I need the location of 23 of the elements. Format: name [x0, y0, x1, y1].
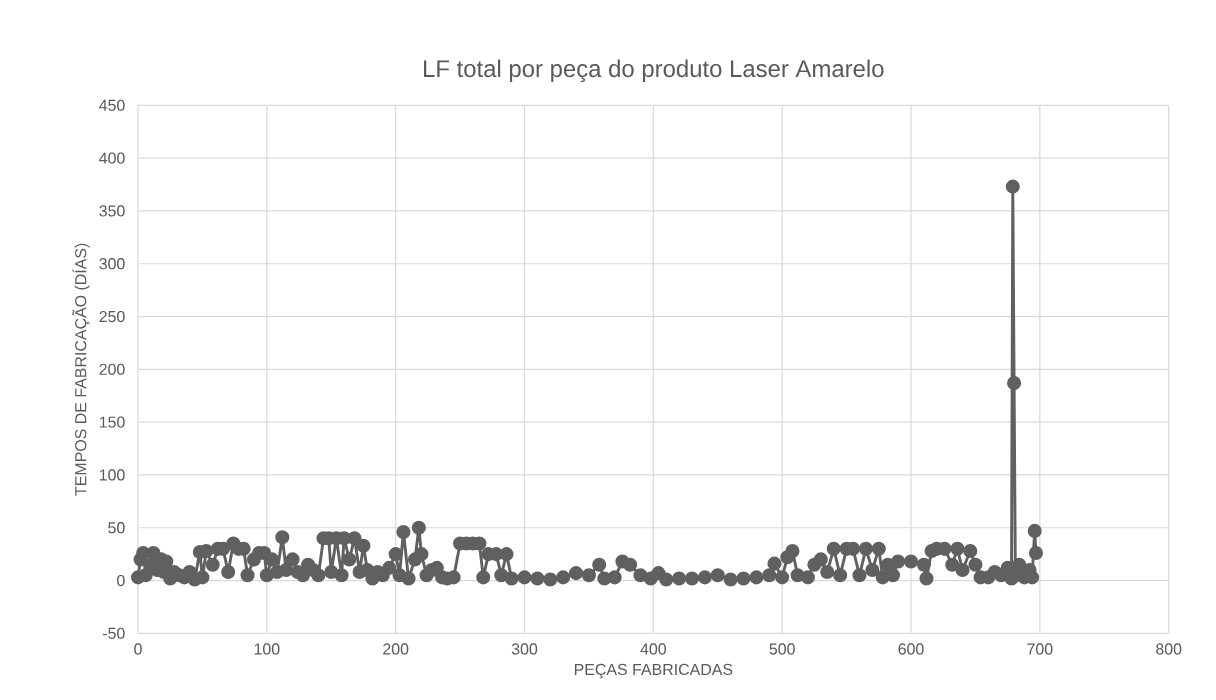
y-tick-label: 300 — [99, 258, 125, 270]
y-tick-label: 200 — [99, 363, 125, 375]
y-tick-label: 150 — [99, 416, 125, 428]
x-tick-label: 500 — [769, 643, 795, 655]
x-tick-label: 700 — [1027, 643, 1053, 655]
x-axis-title: PEÇAS FABRICADAS — [574, 663, 733, 679]
y-axis-title: TEMPOS DE FABRICAÇÃO (DÍAS) — [72, 243, 90, 496]
y-tick-label: 450 — [99, 99, 125, 111]
y-tick-label: 0 — [117, 574, 125, 587]
x-tick-label: 100 — [254, 643, 280, 655]
y-tick-label: -50 — [102, 627, 125, 639]
y-tick-label: 400 — [99, 152, 125, 164]
x-tick-label: 300 — [511, 643, 538, 655]
y-tick-label: 350 — [99, 205, 125, 217]
x-tick-label: 200 — [383, 643, 409, 655]
y-tick-label: 50 — [108, 522, 125, 534]
x-tick-label: 800 — [1156, 643, 1182, 655]
y-tick-label: 250 — [99, 310, 125, 323]
x-tick-label: 0 — [134, 643, 142, 655]
chart-title: LF total por peça do produto Laser Amarelo — [424, 59, 884, 82]
x-tick-label: 400 — [640, 643, 667, 655]
x-tick-label: 600 — [898, 643, 924, 655]
y-tick-label: 100 — [99, 469, 125, 481]
